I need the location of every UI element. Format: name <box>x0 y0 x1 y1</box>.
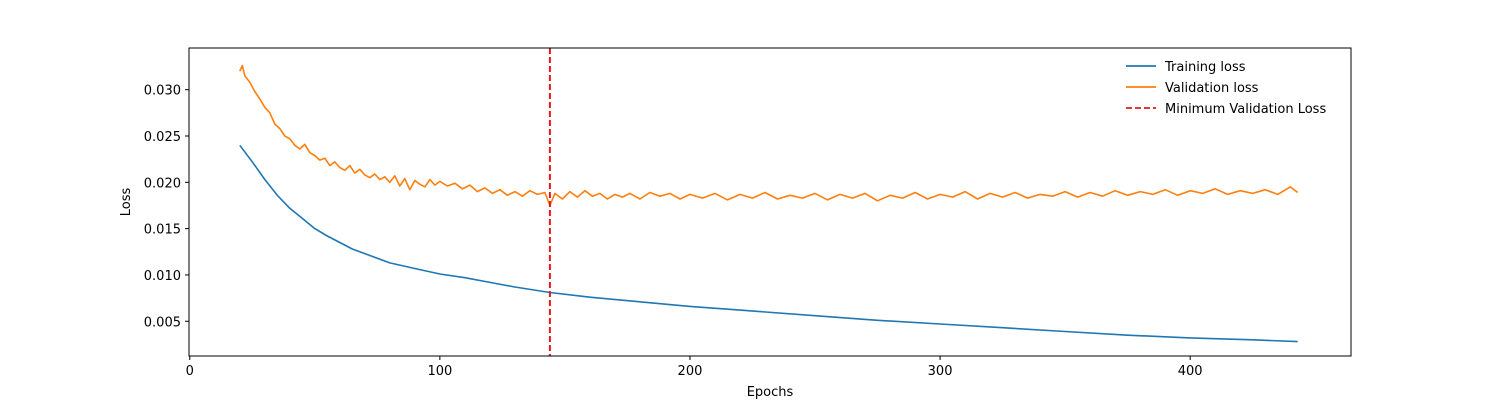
x-tick-label: 400 <box>1178 364 1203 379</box>
y-tick-label: 0.025 <box>144 130 181 145</box>
y-tick-label: 0.020 <box>144 176 181 191</box>
legend-label-1: Validation loss <box>1165 81 1259 96</box>
axes-frame <box>188 47 1352 357</box>
legend-label-0: Training loss <box>1164 60 1246 75</box>
y-tick-label: 0.005 <box>144 315 181 330</box>
y-tick-label: 0.015 <box>144 223 181 238</box>
x-axis-label: Epochs <box>747 385 794 400</box>
y-axis-label: Loss <box>119 188 134 217</box>
series-line-1 <box>239 64 1299 207</box>
x-tick-label: 200 <box>678 364 703 379</box>
series-line-0 <box>239 144 1298 343</box>
x-tick-label: 100 <box>427 364 452 379</box>
x-axis: 0 100 200 300 400 <box>186 356 1203 379</box>
x-tick-label: 0 <box>186 364 194 379</box>
legend-label-2: Minimum Validation Loss <box>1165 102 1326 117</box>
legend: Training loss Validation loss Minimum Vali… <box>1126 60 1326 117</box>
x-tick-label: 300 <box>928 364 953 379</box>
y-axis: 0.005 0.010 0.015 0.020 0.025 0.030 <box>144 84 189 330</box>
plot-lines <box>239 48 1299 356</box>
y-tick-label: 0.030 <box>144 84 181 99</box>
y-tick-label: 0.010 <box>144 269 181 284</box>
